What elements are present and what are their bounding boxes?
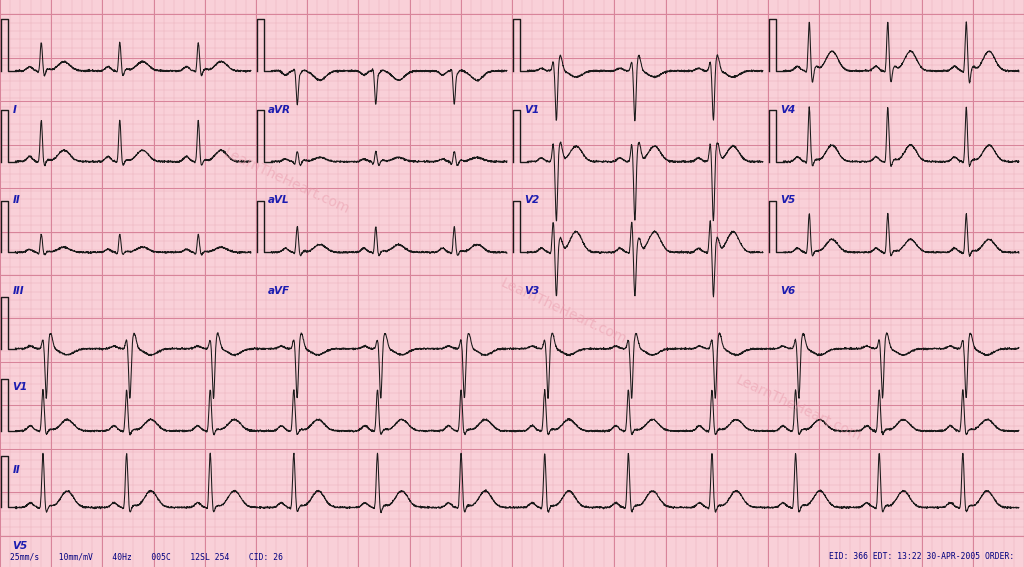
Text: V3: V3 [524, 286, 540, 296]
Text: EID: 366 EDT: 13:22 30-APR-2005 ORDER:: EID: 366 EDT: 13:22 30-APR-2005 ORDER: [828, 552, 1014, 561]
Text: aVL: aVL [268, 195, 290, 205]
Text: V1: V1 [524, 104, 540, 115]
Text: III: III [12, 286, 24, 296]
Text: 25mm/s    10mm/mV    40Hz    005C    12SL 254    CID: 26: 25mm/s 10mm/mV 40Hz 005C 12SL 254 CID: 2… [10, 552, 284, 561]
Text: LearnTheHeart.com: LearnTheHeart.com [733, 373, 864, 443]
Text: II: II [12, 464, 20, 475]
Text: V4: V4 [780, 104, 796, 115]
Text: II: II [12, 195, 20, 205]
Text: LearnTheHeart.com: LearnTheHeart.com [221, 146, 352, 217]
Text: aVR: aVR [268, 104, 291, 115]
Text: V5: V5 [12, 541, 28, 551]
Text: V5: V5 [780, 195, 796, 205]
Text: V1: V1 [12, 382, 28, 392]
Text: I: I [12, 104, 16, 115]
Text: V6: V6 [780, 286, 796, 296]
Text: aVF: aVF [268, 286, 291, 296]
Text: LearnTheHeart.com: LearnTheHeart.com [498, 277, 629, 347]
Text: V2: V2 [524, 195, 540, 205]
